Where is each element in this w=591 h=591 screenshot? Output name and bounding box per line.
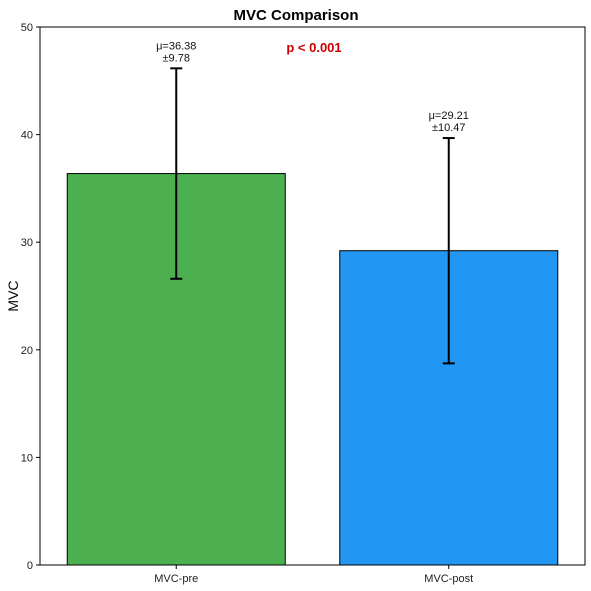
y-axis-label: MVC	[5, 280, 21, 311]
mean-label: μ=36.38	[156, 40, 196, 52]
y-tick-label: 50	[21, 22, 33, 34]
sd-label: ±9.78	[163, 52, 190, 64]
x-axis: MVC-pre MVC-post	[154, 565, 473, 585]
sd-label: ±10.47	[432, 122, 466, 134]
plot-area-frame	[39, 26, 586, 566]
mean-label: μ=29.21	[429, 110, 469, 122]
x-tick-label: MVC-post	[424, 573, 473, 585]
y-tick-label: 10	[21, 452, 33, 464]
bars: μ=36.38±9.78 μ=29.21±10.47	[66, 40, 559, 566]
y-tick-label: 0	[27, 560, 33, 572]
significance-label: p < 0.001	[286, 40, 341, 55]
chart-title: MVC Comparison	[233, 7, 358, 24]
y-tick-label: 30	[21, 237, 33, 249]
y-tick-label: 40	[21, 130, 33, 142]
y-tick-label: 20	[21, 345, 33, 357]
x-tick-label: MVC-pre	[154, 573, 198, 585]
y-axis: 0 10 20 30 40 50	[21, 22, 40, 572]
